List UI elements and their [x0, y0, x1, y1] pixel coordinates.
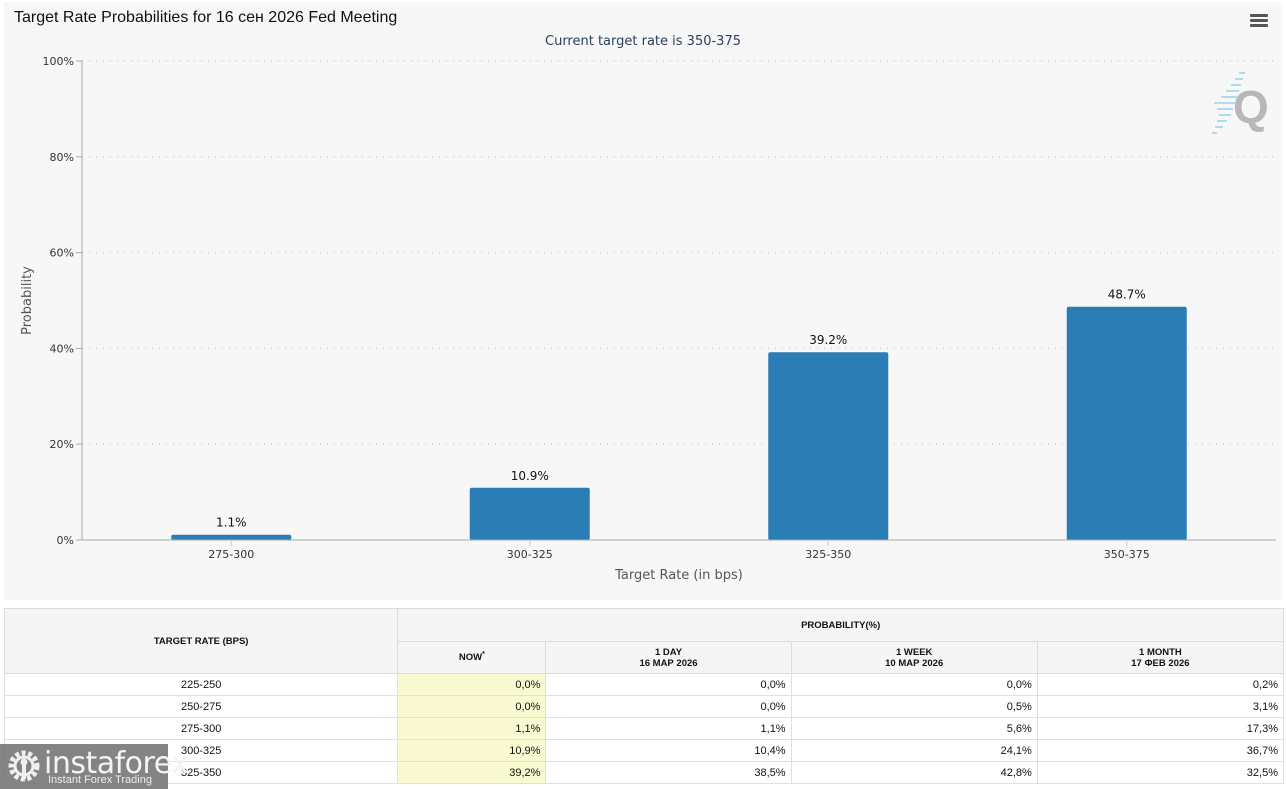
gear-logo-icon — [8, 750, 40, 782]
probability-header: PROBABILITY(%) — [397, 608, 1284, 642]
x-tick-label: 300-325 — [507, 548, 553, 561]
now-cell: 0,0% — [397, 673, 547, 696]
chart-subtitle: Current target rate is 350-375 — [545, 34, 741, 49]
month-cell: 3,1% — [1036, 695, 1285, 718]
data-label: 10.9% — [511, 469, 549, 483]
now-cell: 1,1% — [397, 717, 547, 740]
week-cell: 5,6% — [790, 717, 1038, 740]
probability-table-container: TARGET RATE (BPS) PROBABILITY(%) NOW* 1 … — [3, 608, 1285, 784]
day-cell: 1,1% — [545, 717, 792, 740]
data-label: 48.7% — [1108, 288, 1146, 302]
day-cell: 10,4% — [545, 739, 792, 762]
chart-panel: Target Rate Probabilities for 16 сен 202… — [4, 2, 1282, 600]
logo-tagline: Instant Forex Trading — [48, 774, 152, 786]
now-cell: 0,0% — [397, 695, 547, 718]
rate-cell: 225-250 — [3, 673, 399, 696]
col-header-1week: 1 WEEK 10 МАР 2026 — [790, 641, 1038, 674]
y-tick-label: 0% — [57, 534, 74, 547]
table-row: 275-300 1,1% 1,1% 5,6% 17,3% — [3, 717, 1285, 740]
month-cell: 32,5% — [1036, 761, 1285, 784]
y-axis-title: Probability — [20, 266, 35, 335]
bar-chart: 1.1% 10.9% 39.2% 48.7% 0% 20% 40% 60% 80% 100% 27… — [20, 55, 1276, 583]
week-cell: 24,1% — [790, 739, 1038, 762]
table-row: 250-275 0,0% 0,0% 0,5% 3,1% — [3, 695, 1285, 718]
now-cell: 39,2% — [397, 761, 547, 784]
q-logo-icon: Q — [1212, 72, 1269, 134]
bar — [469, 487, 590, 540]
y-tick-label: 100% — [43, 55, 74, 68]
logo-brand: instaforex — [44, 746, 189, 781]
day-cell: 0,0% — [545, 695, 792, 718]
bar — [171, 534, 292, 540]
rate-cell: 275-300 — [3, 717, 399, 740]
col-header-1day: 1 DAY 16 МАР 2026 — [545, 641, 792, 674]
col-header-now: NOW* — [397, 641, 547, 674]
day-cell: 38,5% — [545, 761, 792, 784]
now-cell: 10,9% — [397, 739, 547, 762]
y-tick-label: 20% — [50, 438, 74, 451]
table-row: 325-350 39,2% 38,5% 42,8% 32,5% — [3, 761, 1285, 784]
bar — [768, 352, 889, 540]
y-tick-label: 80% — [50, 151, 74, 164]
y-tick-label: 40% — [50, 342, 74, 355]
week-cell: 0,5% — [790, 695, 1038, 718]
week-cell: 0,0% — [790, 673, 1038, 696]
table-row: 300-325 10,9% 10,4% 24,1% 36,7% — [3, 739, 1285, 762]
data-label: 1.1% — [216, 516, 247, 530]
day-cell: 0,0% — [545, 673, 792, 696]
hamburger-menu-icon[interactable] — [1250, 14, 1268, 30]
table-row: 225-250 0,0% 0,0% 0,0% 0,2% — [3, 673, 1285, 696]
week-cell: 42,8% — [790, 761, 1038, 784]
month-cell: 0,2% — [1036, 673, 1285, 696]
instaforex-logo: instaforex Instant Forex Trading — [0, 744, 189, 789]
data-label: 39.2% — [809, 333, 847, 347]
svg-text:Q: Q — [1233, 81, 1269, 133]
bar — [1066, 306, 1187, 540]
month-cell: 17,3% — [1036, 717, 1285, 740]
y-tick-label: 60% — [50, 247, 74, 260]
rate-cell: 250-275 — [3, 695, 399, 718]
x-tick-label: 350-375 — [1104, 548, 1150, 561]
x-tick-label: 325-350 — [805, 548, 851, 561]
chart-title: Target Rate Probabilities for 16 сен 202… — [14, 9, 398, 26]
rate-header: TARGET RATE (BPS) — [3, 608, 399, 674]
month-cell: 36,7% — [1036, 739, 1285, 762]
x-tick-label: 275-300 — [208, 548, 254, 561]
probability-table: TARGET RATE (BPS) PROBABILITY(%) NOW* 1 … — [3, 608, 1285, 784]
x-axis-title: Target Rate (in bps) — [614, 568, 743, 583]
col-header-1month: 1 MONTH 17 ФЕВ 2026 — [1036, 641, 1285, 674]
